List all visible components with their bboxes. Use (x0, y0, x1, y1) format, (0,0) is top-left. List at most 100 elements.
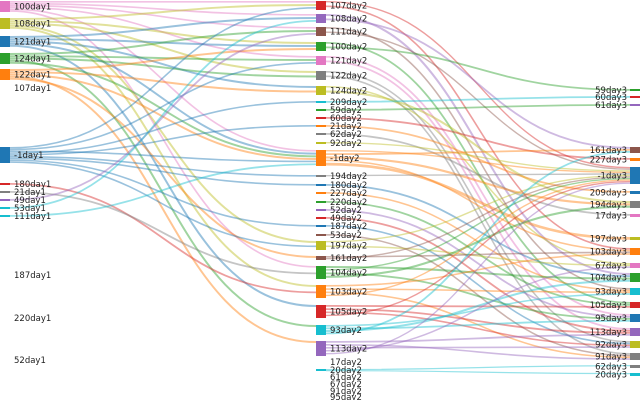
node-label: 227day3 (590, 156, 627, 166)
node-209day2[interactable] (316, 101, 326, 103)
node-53day2[interactable] (316, 234, 326, 236)
node-91day3[interactable] (630, 353, 640, 360)
node-label: 104day3 (590, 274, 627, 284)
node-label: 180day1 (14, 180, 51, 190)
node-21day2[interactable] (316, 125, 326, 127)
node-113day3[interactable] (630, 328, 640, 336)
node-60day3[interactable] (630, 96, 640, 98)
link-124day1-111day2 (9, 30, 317, 55)
link-21day1-104day2 (9, 191, 317, 275)
node--1day1[interactable] (0, 147, 10, 163)
node-label: 93day3 (595, 288, 627, 298)
node-label: 194day2 (330, 172, 367, 182)
node-60day2[interactable] (316, 117, 326, 119)
node-227day2[interactable] (316, 192, 326, 194)
node-20day3[interactable] (630, 373, 640, 376)
node-122day2[interactable] (316, 71, 326, 80)
node-121day1[interactable] (0, 36, 10, 47)
node-180day2[interactable] (316, 184, 326, 186)
node-61day3[interactable] (630, 104, 640, 106)
node-121day2[interactable] (316, 56, 326, 65)
node-93day3[interactable] (630, 288, 640, 295)
link-108day1-122day2 (9, 22, 317, 73)
link-100day1--1day2 (9, 8, 317, 152)
node-108day1[interactable] (0, 18, 10, 29)
link--1day2-197day3 (325, 162, 631, 240)
node-49day1[interactable] (0, 199, 10, 201)
node-107day2[interactable] (316, 1, 326, 10)
node-187day2[interactable] (316, 225, 326, 227)
node-122day1[interactable] (0, 69, 10, 80)
node-label: 180day2 (330, 181, 367, 191)
node--1day2[interactable] (316, 150, 326, 166)
link-161day2--1day3 (325, 176, 631, 260)
link-62day2-17day3 (325, 133, 631, 216)
node-103day2[interactable] (316, 285, 326, 298)
link-209day2-60day3 (325, 96, 631, 103)
node-67day3[interactable] (630, 263, 640, 268)
node-label: 105day3 (590, 301, 627, 311)
node-105day3[interactable] (630, 302, 640, 308)
node-label: 111day1 (14, 212, 51, 222)
node-59day2[interactable] (316, 109, 326, 111)
link-124day1-122day2 (9, 57, 317, 78)
link-100day1-108day2 (9, 2, 317, 16)
link-194day2--1day3 (325, 173, 631, 177)
node-124day2[interactable] (316, 86, 326, 95)
node-95day3[interactable] (630, 314, 640, 322)
node-220day2[interactable] (316, 201, 326, 203)
link-104day2-95day3 (325, 272, 631, 320)
node-53day1[interactable] (0, 207, 10, 209)
node-62day2[interactable] (316, 133, 326, 135)
node-59day3[interactable] (630, 89, 640, 91)
node-161day2[interactable] (316, 256, 326, 260)
link-100day2-59day3 (325, 46, 631, 91)
link--1day2-161day3 (325, 149, 631, 155)
node-180day1[interactable] (0, 183, 10, 185)
node-100day1[interactable] (0, 1, 10, 12)
node-104day3[interactable] (630, 273, 640, 282)
node-104day2[interactable] (316, 266, 326, 279)
node-92day2[interactable] (316, 142, 326, 144)
node-92day3[interactable] (630, 341, 640, 348)
node-label: 52day1 (14, 356, 46, 366)
link-122day1-161day2 (9, 77, 317, 258)
node-105day2[interactable] (316, 305, 326, 318)
node-20day2[interactable] (316, 369, 326, 371)
node-111day1[interactable] (0, 215, 10, 217)
link-104day2-104day3 (325, 266, 631, 280)
node-21day1[interactable] (0, 191, 10, 193)
node-93day2[interactable] (316, 325, 326, 335)
node-197day3[interactable] (630, 237, 640, 240)
node-52day2[interactable] (316, 209, 326, 211)
link-20day2-62day3 (325, 365, 631, 371)
node-194day2[interactable] (316, 175, 326, 177)
links-layer (9, 0, 631, 375)
node-194day3[interactable] (630, 201, 640, 208)
node-124day1[interactable] (0, 53, 10, 64)
node-label: 91day2 (330, 387, 362, 397)
link-108day1-100day2 (9, 20, 317, 44)
node-227day3[interactable] (630, 158, 640, 161)
node-17day3[interactable] (630, 214, 640, 217)
node-49day2[interactable] (316, 217, 326, 219)
node-113day2[interactable] (316, 341, 326, 356)
link-197day2-67day3 (325, 245, 631, 267)
link-122day1-124day2 (9, 71, 317, 93)
link--1day1-107day2 (9, 7, 317, 149)
node-161day3[interactable] (630, 147, 640, 153)
node-62day3[interactable] (630, 365, 640, 368)
link-227day2-93day3 (325, 192, 631, 292)
node-209day3[interactable] (630, 191, 640, 194)
node-197day2[interactable] (316, 241, 326, 250)
node-103day3[interactable] (630, 248, 640, 255)
link--1day2--1day3 (325, 150, 631, 174)
node-111day2[interactable] (316, 27, 326, 36)
node--1day3[interactable] (630, 167, 640, 184)
node-label: 187day1 (14, 271, 51, 281)
link-220day2-105day3 (325, 201, 631, 306)
link-100day1-104day2 (9, 10, 317, 268)
node-108day2[interactable] (316, 14, 326, 23)
node-100day2[interactable] (316, 42, 326, 51)
node-label: 161day3 (590, 146, 627, 156)
